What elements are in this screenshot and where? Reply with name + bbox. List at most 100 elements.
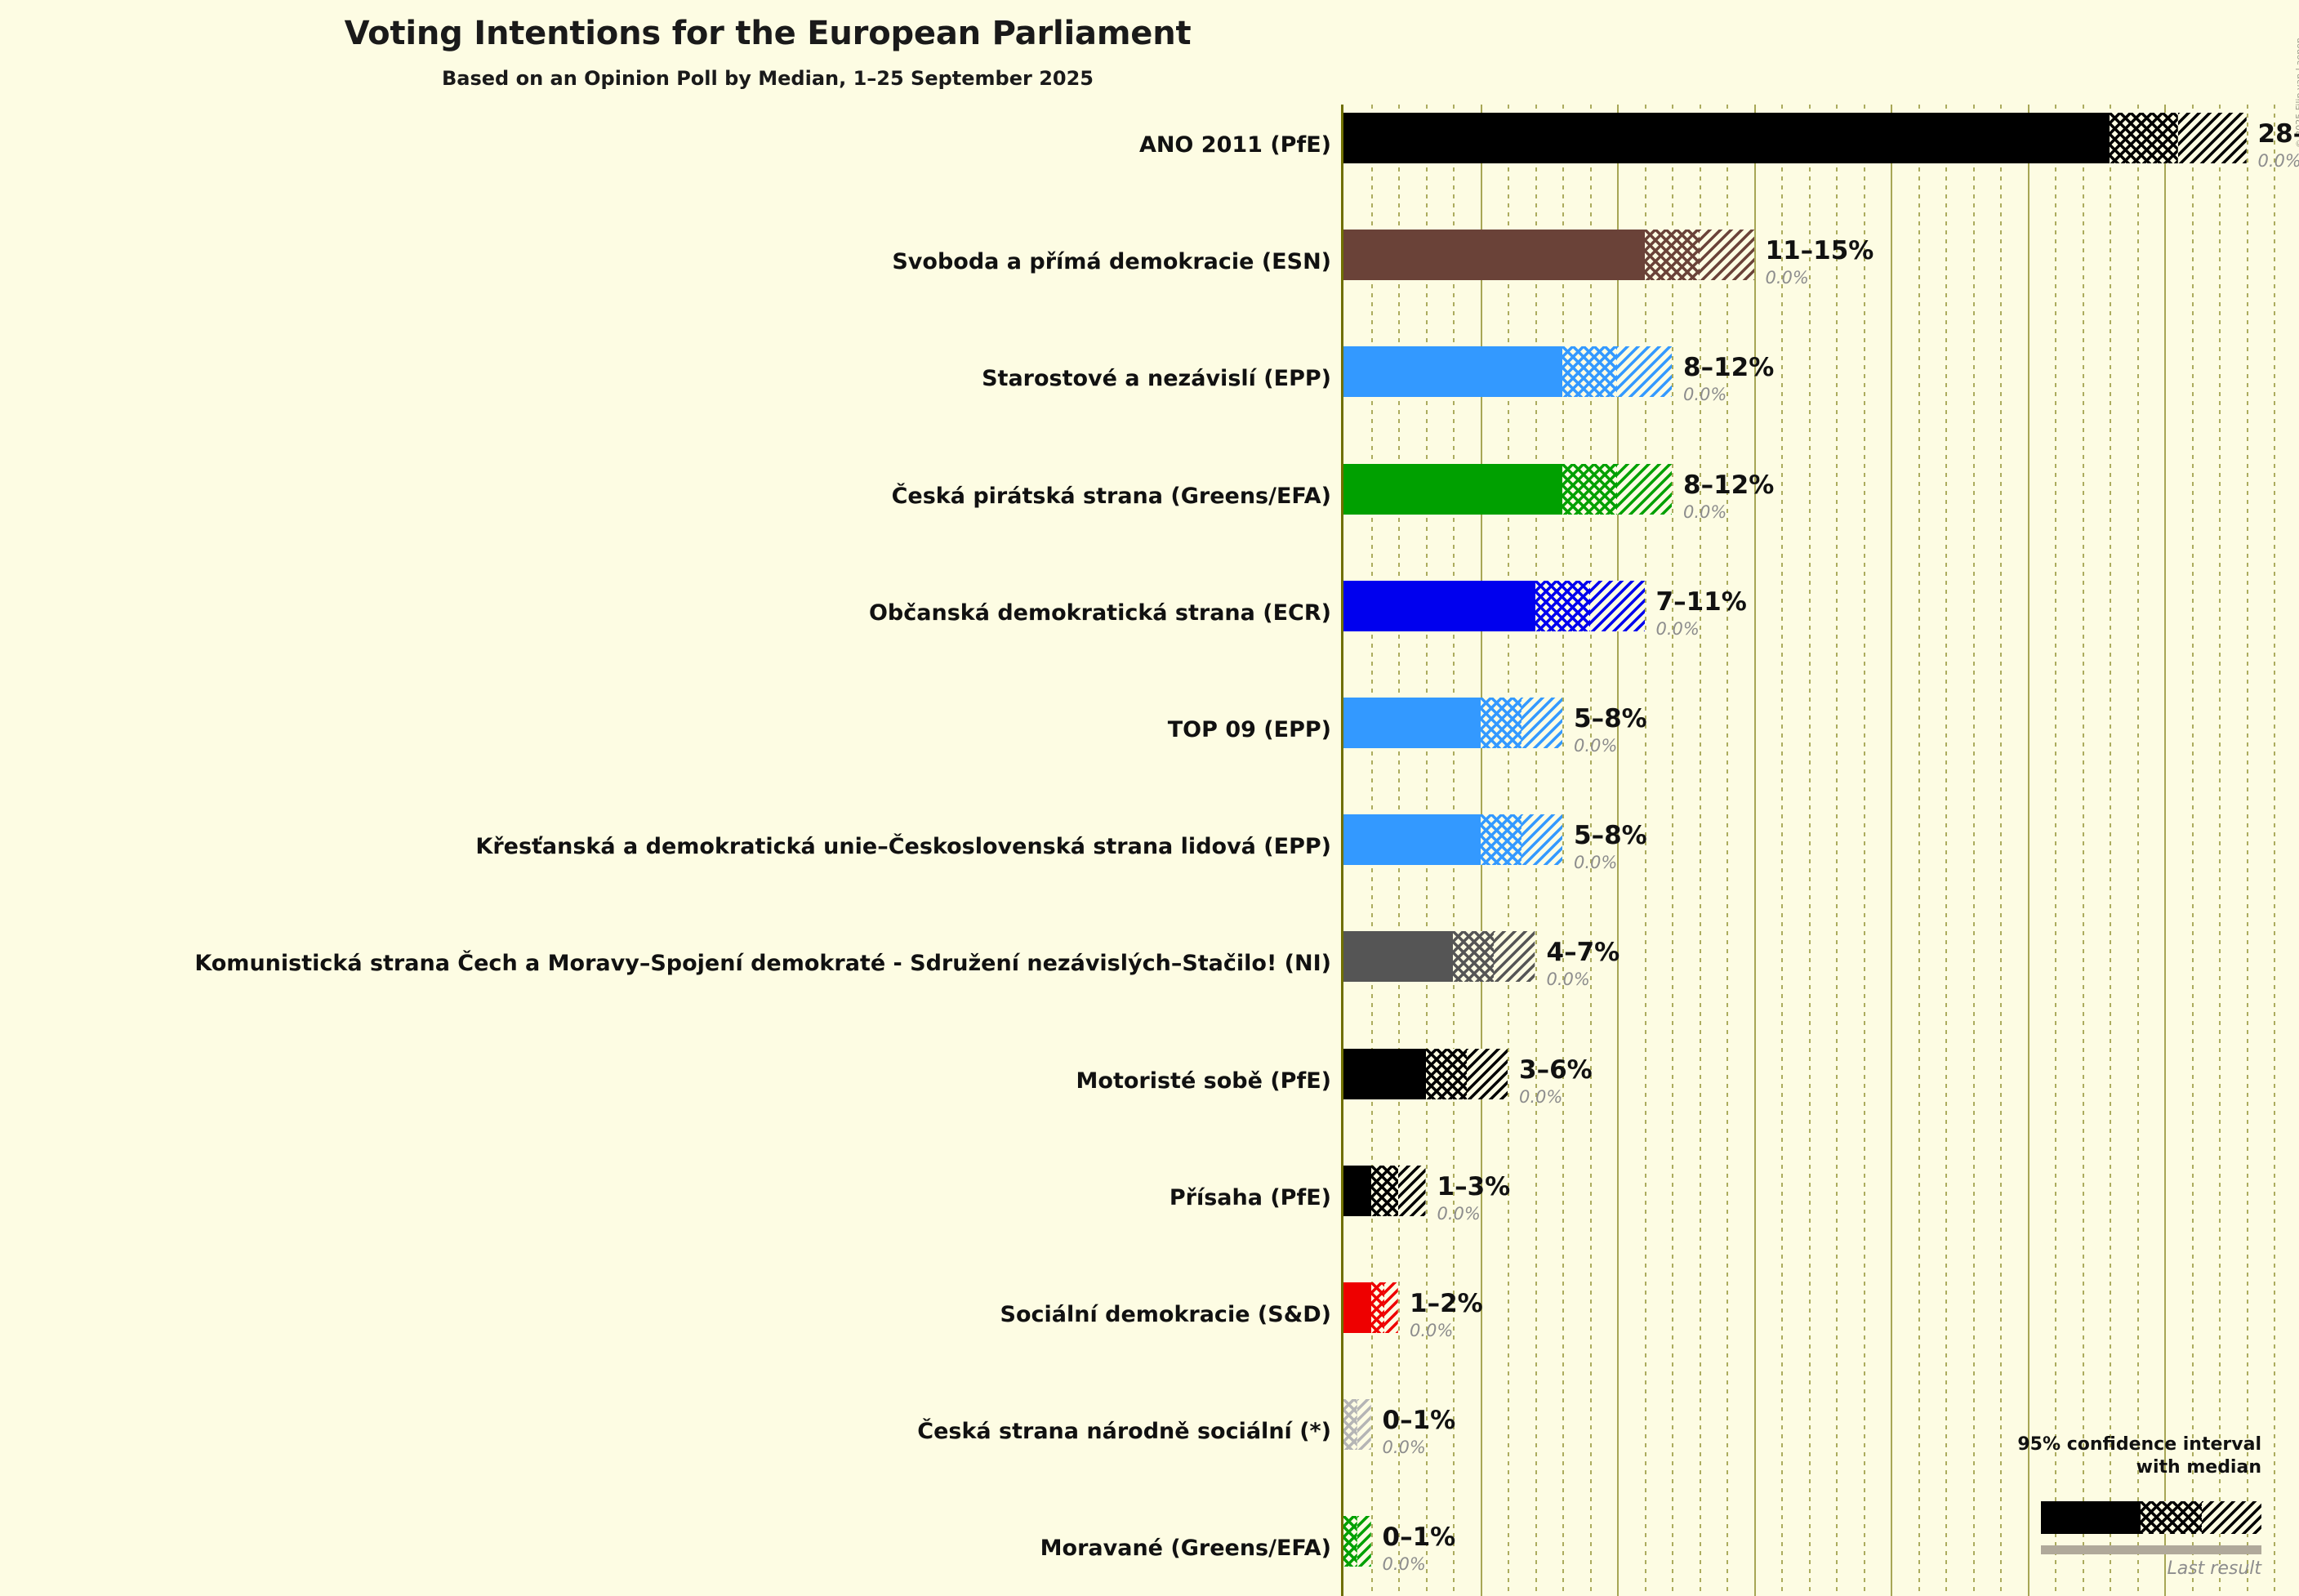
table-row	[1343, 1165, 1426, 1216]
value-range-label: 5–8%	[1574, 821, 1647, 851]
last-result-label: 0.0%	[1382, 1554, 1426, 1575]
gridline	[1918, 105, 1920, 1596]
gridline	[2164, 105, 2166, 1596]
bar-segment-crosshatch	[1644, 230, 1700, 281]
category-label: Česká strana národně sociální (*)	[917, 1419, 1331, 1445]
page-subtitle: Based on an Opinion Poll by Median, 1–25…	[442, 67, 1094, 90]
bar-segment-solid	[1343, 346, 1562, 398]
category-label: Starostové a nezávislí (EPP)	[982, 366, 1331, 392]
gridline	[1672, 105, 1673, 1596]
bar-segment-solid	[1343, 463, 1562, 515]
value-range-label: 3–6%	[1519, 1054, 1593, 1085]
table-row	[1343, 698, 1562, 748]
bar-segment-crosshatch	[1370, 1165, 1398, 1216]
gridline	[1891, 105, 1892, 1596]
gridline	[1945, 105, 1947, 1596]
bar-segment-crosshatch	[1562, 463, 1617, 515]
last-result-label: 0.0%	[1765, 268, 1809, 288]
category-label: Křesťanská a demokratická unie–Českoslov…	[475, 834, 1331, 860]
category-label: Svoboda a přímá demokracie (ESN)	[892, 249, 1331, 275]
gridline	[1562, 105, 1564, 1596]
bar-segment-hatch	[2202, 1501, 2261, 1534]
gridline	[2136, 105, 2139, 1596]
bar-segment-crosshatch	[1343, 1516, 1357, 1567]
bar-segment-crosshatch	[2140, 1501, 2203, 1534]
bar-segment-crosshatch	[1453, 931, 1495, 983]
legend: 95% confidence interval with median	[1910, 1433, 2261, 1478]
table-row	[1343, 1048, 1508, 1099]
gridline	[1644, 105, 1646, 1596]
bar-segment-solid	[1343, 931, 1453, 983]
table-row	[1343, 346, 1672, 398]
bar-segment-solid	[1343, 1282, 1371, 1333]
gridline	[2219, 105, 2221, 1596]
table-row	[1343, 113, 2247, 163]
category-label: Přísaha (PfE)	[1169, 1184, 1331, 1210]
gridline	[2246, 105, 2248, 1596]
bar-segment-hatch	[2177, 113, 2247, 163]
bar-segment-hatch	[1466, 1048, 1508, 1099]
gridline	[1699, 105, 1701, 1596]
bar-segment-solid	[1343, 580, 1535, 631]
bar-segment-solid	[1343, 698, 1481, 748]
bar-segment-hatch	[1617, 346, 1672, 398]
bar-segment-crosshatch	[2110, 113, 2178, 163]
value-range-label: 1–2%	[1410, 1289, 1483, 1318]
table-row	[1343, 814, 1562, 866]
bar-segment-solid	[1343, 1048, 1426, 1099]
table-row	[1343, 931, 1535, 983]
gridline	[1808, 105, 1811, 1596]
bar-segment-crosshatch	[1370, 1282, 1385, 1333]
value-range-label: 4–7%	[1546, 938, 1620, 968]
gridline	[2082, 105, 2084, 1596]
table-row	[1343, 463, 1672, 515]
bar-segment-solid	[2041, 1501, 2141, 1534]
gridline	[1726, 105, 1728, 1596]
bar-segment-crosshatch	[1343, 1399, 1357, 1451]
category-label: Česká pirátská strana (Greens/EFA)	[891, 483, 1331, 509]
value-range-label: 28–33%	[2257, 119, 2299, 149]
category-label: Komunistická strana Čech a Moravy–Spojen…	[194, 951, 1331, 977]
gridline	[2110, 105, 2111, 1596]
gridline	[1836, 105, 1838, 1596]
gridline	[1753, 105, 1756, 1596]
page-title: Voting Intentions for the European Parli…	[344, 15, 1192, 52]
last-result-label: 0.0%	[1655, 618, 1700, 639]
value-range-label: 11–15%	[1765, 236, 1874, 266]
bar-segment-hatch	[1521, 698, 1562, 748]
gridline	[2027, 105, 2029, 1596]
category-label: Občanská demokratická strana (ECR)	[868, 600, 1331, 626]
value-range-label: 0–1%	[1382, 1406, 1456, 1436]
last-result-label: 0.0%	[1683, 502, 1727, 522]
gridline	[1863, 105, 1865, 1596]
value-range-label: 5–8%	[1574, 704, 1647, 733]
table-row	[1343, 580, 1645, 631]
last-result-label: 0.0%	[1437, 1203, 1481, 1224]
legend-last-result-label: Last result	[2167, 1558, 2261, 1579]
value-range-label: 1–3%	[1437, 1171, 1511, 1201]
gridline	[1781, 105, 1783, 1596]
table-row	[1343, 1516, 1371, 1567]
bar-segment-hatch	[1384, 1282, 1398, 1333]
last-result-label: 0.0%	[1683, 385, 1727, 405]
bar-segment-solid	[1343, 230, 1645, 281]
category-label: Sociální demokracie (S&D)	[1000, 1302, 1331, 1327]
y-axis-line	[1341, 105, 1343, 1596]
last-result-label: 0.0%	[1574, 736, 1618, 756]
gridline	[1972, 105, 1975, 1596]
last-result-label: 0.0%	[1574, 853, 1618, 873]
bar-segment-hatch	[1398, 1165, 1426, 1216]
last-result-label: 0.0%	[1546, 970, 1590, 990]
category-label: ANO 2011 (PfE)	[1138, 132, 1331, 158]
bar-segment-hatch	[1699, 230, 1754, 281]
value-range-label: 8–12%	[1683, 353, 1775, 383]
bar-segment-hatch	[1521, 814, 1562, 866]
table-row	[1343, 1399, 1371, 1451]
value-range-label: 0–1%	[1382, 1522, 1456, 1553]
gridline	[1589, 105, 1592, 1596]
bar-segment-solid	[1343, 113, 2110, 163]
category-label: TOP 09 (EPP)	[1167, 717, 1331, 742]
gridline	[2000, 105, 2002, 1596]
